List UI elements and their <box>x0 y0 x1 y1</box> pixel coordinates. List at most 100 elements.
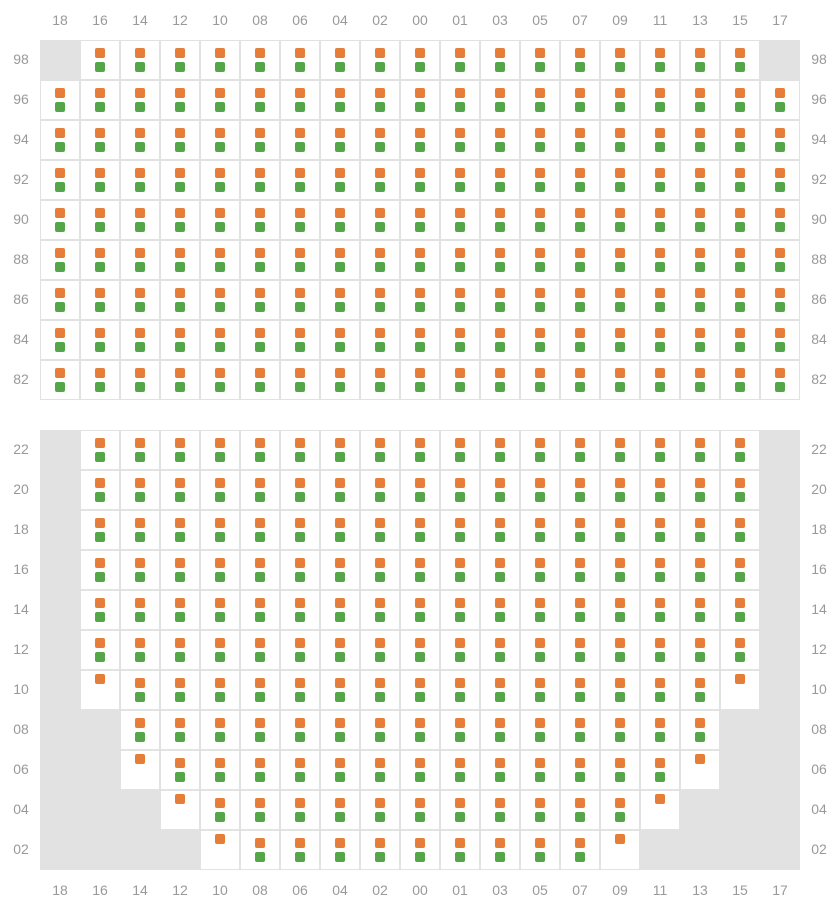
seat-upper-84-07[interactable] <box>560 320 600 360</box>
seat-lower-12-00[interactable] <box>400 630 440 670</box>
seat-lower-16-14[interactable] <box>120 550 160 590</box>
seat-upper-92-08[interactable] <box>240 160 280 200</box>
seat-upper-84-06[interactable] <box>280 320 320 360</box>
seat-upper-90-13[interactable] <box>680 200 720 240</box>
seat-lower-22-02[interactable] <box>360 430 400 470</box>
seat-lower-20-09[interactable] <box>600 470 640 510</box>
seat-upper-94-03[interactable] <box>480 120 520 160</box>
seat-upper-84-03[interactable] <box>480 320 520 360</box>
seat-lower-10-00[interactable] <box>400 670 440 710</box>
seat-upper-98-11[interactable] <box>640 40 680 80</box>
seat-upper-84-11[interactable] <box>640 320 680 360</box>
seat-lower-18-05[interactable] <box>520 510 560 550</box>
seat-lower-22-14[interactable] <box>120 430 160 470</box>
seat-upper-88-02[interactable] <box>360 240 400 280</box>
seat-upper-96-08[interactable] <box>240 80 280 120</box>
seat-upper-92-16[interactable] <box>80 160 120 200</box>
seat-upper-90-12[interactable] <box>160 200 200 240</box>
seat-lower-04-03[interactable] <box>480 790 520 830</box>
seat-lower-14-13[interactable] <box>680 590 720 630</box>
seat-lower-02-06[interactable] <box>280 830 320 870</box>
seat-lower-20-04[interactable] <box>320 470 360 510</box>
seat-lower-18-06[interactable] <box>280 510 320 550</box>
seat-lower-12-05[interactable] <box>520 630 560 670</box>
seat-lower-10-13[interactable] <box>680 670 720 710</box>
seat-lower-20-16[interactable] <box>80 470 120 510</box>
seat-upper-96-03[interactable] <box>480 80 520 120</box>
seat-upper-90-10[interactable] <box>200 200 240 240</box>
seat-lower-12-16[interactable] <box>80 630 120 670</box>
seat-upper-96-04[interactable] <box>320 80 360 120</box>
seat-lower-22-15[interactable] <box>720 430 760 470</box>
seat-upper-94-02[interactable] <box>360 120 400 160</box>
seat-lower-18-04[interactable] <box>320 510 360 550</box>
seat-upper-84-15[interactable] <box>720 320 760 360</box>
seat-upper-88-03[interactable] <box>480 240 520 280</box>
seat-lower-10-08[interactable] <box>240 670 280 710</box>
seat-upper-82-17[interactable] <box>760 360 800 400</box>
seat-upper-98-15[interactable] <box>720 40 760 80</box>
seat-lower-22-07[interactable] <box>560 430 600 470</box>
seat-upper-98-06[interactable] <box>280 40 320 80</box>
seat-lower-22-16[interactable] <box>80 430 120 470</box>
seat-lower-06-02[interactable] <box>360 750 400 790</box>
seat-lower-02-00[interactable] <box>400 830 440 870</box>
seat-lower-20-08[interactable] <box>240 470 280 510</box>
seat-lower-14-00[interactable] <box>400 590 440 630</box>
seat-upper-82-06[interactable] <box>280 360 320 400</box>
seat-upper-88-04[interactable] <box>320 240 360 280</box>
seat-upper-86-08[interactable] <box>240 280 280 320</box>
seat-lower-06-00[interactable] <box>400 750 440 790</box>
seat-lower-08-14[interactable] <box>120 710 160 750</box>
seat-upper-94-18[interactable] <box>40 120 80 160</box>
seat-lower-18-14[interactable] <box>120 510 160 550</box>
seat-upper-84-10[interactable] <box>200 320 240 360</box>
seat-upper-92-03[interactable] <box>480 160 520 200</box>
seat-lower-10-09[interactable] <box>600 670 640 710</box>
seat-lower-22-05[interactable] <box>520 430 560 470</box>
seat-upper-94-04[interactable] <box>320 120 360 160</box>
seat-upper-92-10[interactable] <box>200 160 240 200</box>
seat-lower-22-06[interactable] <box>280 430 320 470</box>
seat-lower-20-00[interactable] <box>400 470 440 510</box>
seat-upper-86-18[interactable] <box>40 280 80 320</box>
seat-upper-98-08[interactable] <box>240 40 280 80</box>
seat-lower-22-11[interactable] <box>640 430 680 470</box>
seat-upper-88-08[interactable] <box>240 240 280 280</box>
seat-lower-04-05[interactable] <box>520 790 560 830</box>
seat-upper-96-13[interactable] <box>680 80 720 120</box>
seat-lower-02-04[interactable] <box>320 830 360 870</box>
seat-lower-06-08[interactable] <box>240 750 280 790</box>
seat-upper-88-17[interactable] <box>760 240 800 280</box>
seat-upper-90-17[interactable] <box>760 200 800 240</box>
seat-upper-90-09[interactable] <box>600 200 640 240</box>
seat-lower-12-09[interactable] <box>600 630 640 670</box>
seat-upper-92-06[interactable] <box>280 160 320 200</box>
seat-upper-94-07[interactable] <box>560 120 600 160</box>
seat-upper-92-02[interactable] <box>360 160 400 200</box>
seat-lower-06-06[interactable] <box>280 750 320 790</box>
seat-upper-90-14[interactable] <box>120 200 160 240</box>
seat-upper-88-10[interactable] <box>200 240 240 280</box>
seat-upper-88-14[interactable] <box>120 240 160 280</box>
seat-lower-08-01[interactable] <box>440 710 480 750</box>
seat-lower-16-07[interactable] <box>560 550 600 590</box>
seat-lower-12-03[interactable] <box>480 630 520 670</box>
seat-lower-08-08[interactable] <box>240 710 280 750</box>
seat-upper-94-06[interactable] <box>280 120 320 160</box>
seat-upper-82-16[interactable] <box>80 360 120 400</box>
seat-lower-06-03[interactable] <box>480 750 520 790</box>
seat-lower-08-05[interactable] <box>520 710 560 750</box>
seat-lower-14-14[interactable] <box>120 590 160 630</box>
seat-lower-18-02[interactable] <box>360 510 400 550</box>
seat-lower-08-04[interactable] <box>320 710 360 750</box>
seat-lower-12-08[interactable] <box>240 630 280 670</box>
seat-lower-22-03[interactable] <box>480 430 520 470</box>
seat-upper-98-10[interactable] <box>200 40 240 80</box>
seat-upper-96-09[interactable] <box>600 80 640 120</box>
seat-upper-86-17[interactable] <box>760 280 800 320</box>
seat-lower-02-08[interactable] <box>240 830 280 870</box>
seat-lower-02-05[interactable] <box>520 830 560 870</box>
seat-lower-18-09[interactable] <box>600 510 640 550</box>
seat-lower-06-10[interactable] <box>200 750 240 790</box>
